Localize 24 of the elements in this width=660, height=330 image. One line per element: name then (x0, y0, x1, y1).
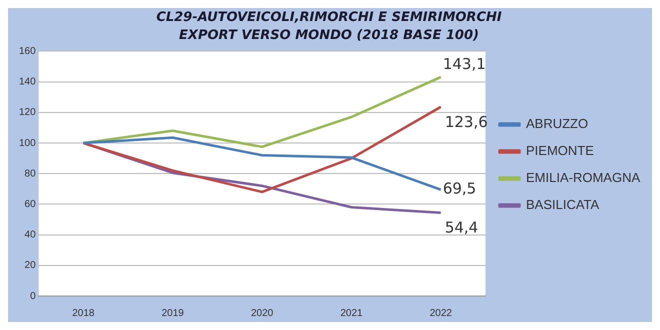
y-tick-label: 0 (30, 290, 36, 302)
x-tick-label: 2021 (340, 308, 364, 319)
y-tick-label: 120 (18, 107, 36, 118)
chart-subtitle: EXPORT VERSO MONDO (2018 BASE 100) (179, 28, 479, 43)
chart-title: CL29-AUTOVEICOLI,RIMORCHI E SEMIRIMORCHI (156, 10, 502, 26)
y-tick-label: 40 (24, 230, 36, 241)
data-label: 69,5 (442, 180, 476, 198)
y-tick-label: 60 (24, 198, 36, 210)
data-label: 54,4 (444, 218, 478, 237)
x-tick-label: 2019 (162, 308, 184, 319)
y-tick-label: 100 (18, 138, 36, 149)
x-tick-label: 2018 (72, 308, 95, 319)
legend-label: BASILICATA (526, 197, 600, 212)
x-tick-label: 2022 (430, 308, 452, 319)
y-tick-label: 80 (24, 168, 36, 180)
x-tick-label: 2020 (250, 308, 274, 319)
y-tick-label: 20 (24, 260, 36, 272)
legend-label: ABRUZZO (526, 116, 588, 132)
y-tick-label: 140 (18, 76, 36, 88)
data-label: 143,1 (442, 54, 486, 73)
y-tick-label: 160 (18, 46, 36, 57)
legend-label: EMILIA-ROMAGNA (526, 170, 640, 186)
legend-label: PIEMONTE (526, 143, 594, 158)
data-label: 123,6 (444, 112, 488, 131)
